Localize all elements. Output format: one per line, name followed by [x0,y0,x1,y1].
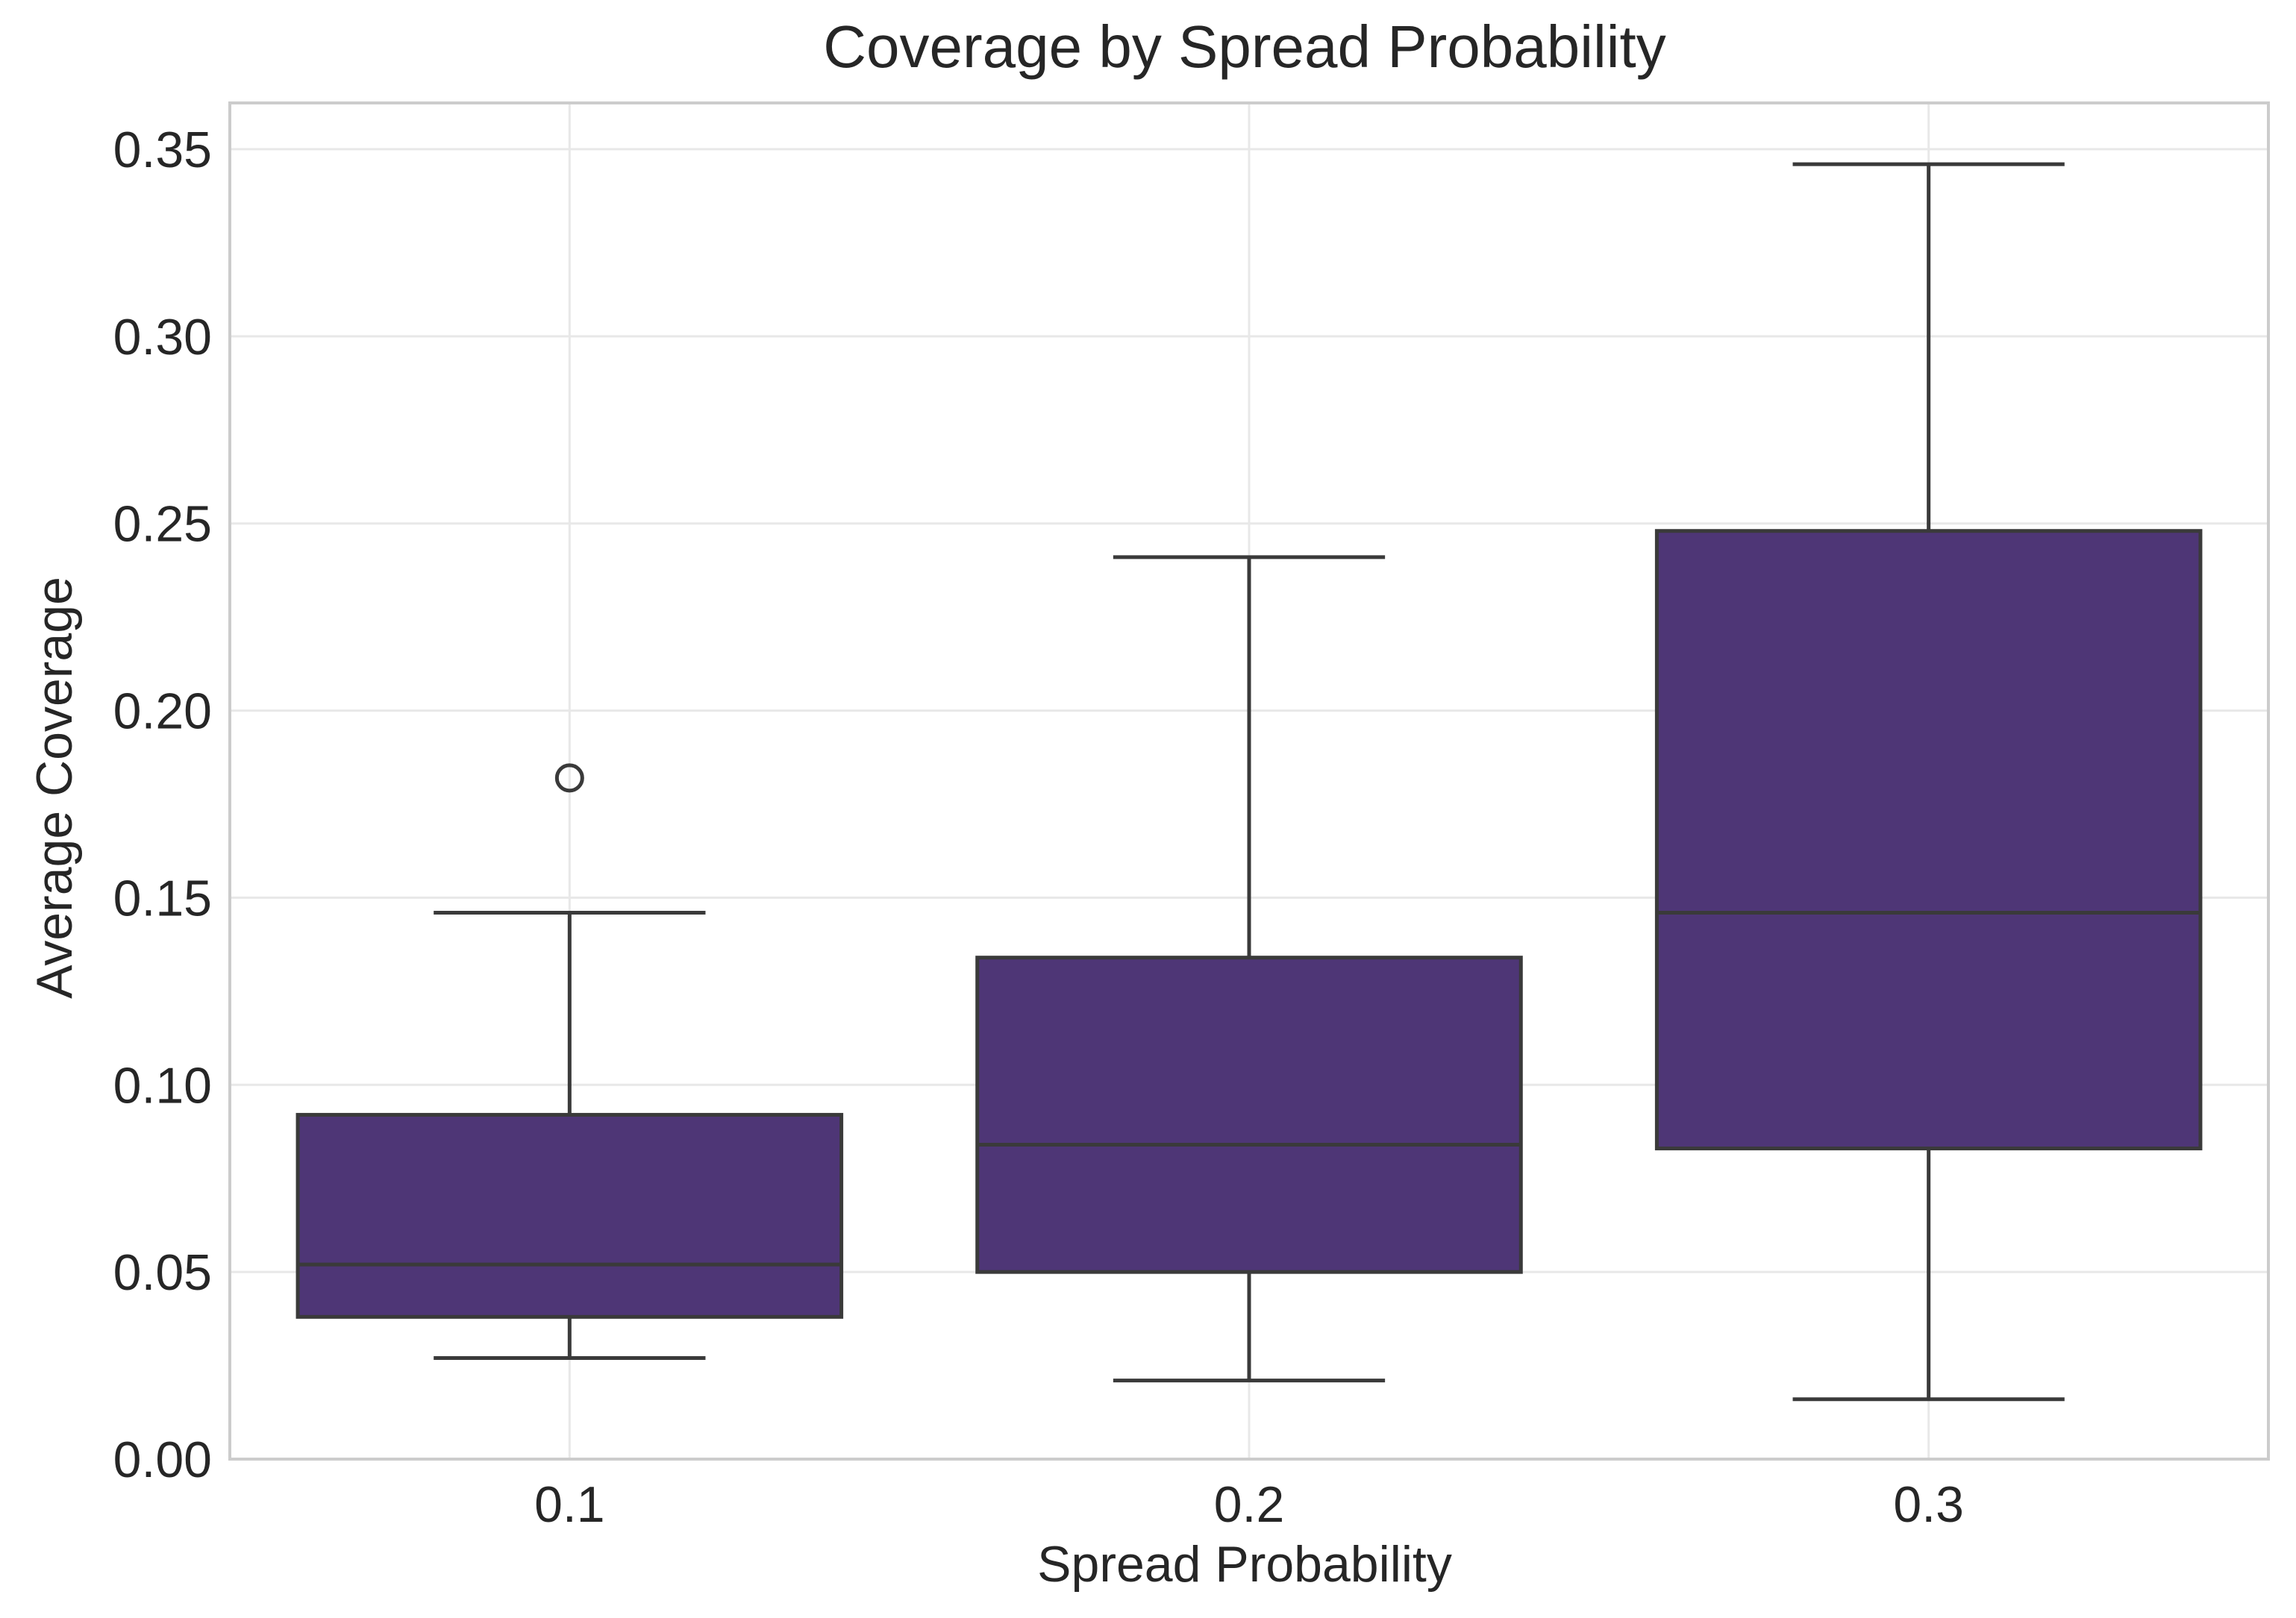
plot-area: 0.00 0.05 0.10 0.15 0.20 0.25 0.30 0.35 0.1 0.2 0.… [113,101,2270,1533]
y-tick-label: 0.20 [113,683,212,740]
y-tick-label: 0.25 [113,496,212,553]
x-axis-label: Spread Probability [1037,1536,1452,1593]
y-tick-label: 0.30 [113,309,212,366]
x-tick-label: 0.2 [1214,1476,1285,1533]
x-tick-label: 0.3 [1893,1476,1964,1533]
plot-frame [228,101,2270,1461]
box-iqr [975,956,1523,1274]
y-tick-label: 0.10 [113,1057,212,1114]
box-iqr [1654,529,2203,1151]
outlier-point [554,763,584,793]
y-tick-label: 0.15 [113,870,212,926]
chart-title: Coverage by Spread Probability [823,13,1666,80]
box-iqr [295,1112,844,1319]
y-axis-label: Average Coverage [26,577,83,999]
y-tick-label: 0.00 [113,1432,212,1488]
y-tick-label: 0.05 [113,1244,212,1301]
x-tick-label: 0.1 [534,1476,605,1533]
y-tick-label: 0.35 [113,122,212,178]
